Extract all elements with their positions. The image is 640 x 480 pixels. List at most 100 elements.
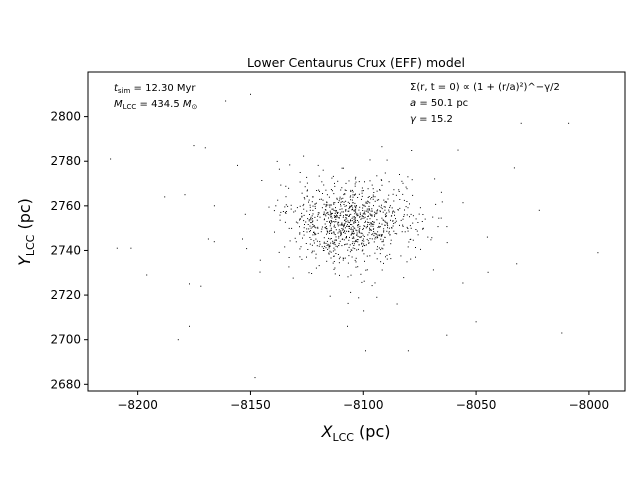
data-point bbox=[359, 206, 361, 208]
data-point bbox=[364, 222, 366, 223]
data-point bbox=[403, 199, 405, 201]
data-point bbox=[407, 350, 409, 352]
data-point bbox=[313, 240, 315, 242]
data-point bbox=[340, 201, 342, 203]
data-point bbox=[318, 189, 320, 191]
plot-frame bbox=[87, 71, 626, 392]
data-point bbox=[344, 223, 346, 224]
data-point bbox=[335, 229, 337, 231]
data-point bbox=[381, 208, 383, 210]
data-point bbox=[377, 227, 379, 228]
data-point bbox=[334, 221, 336, 223]
data-point bbox=[369, 229, 371, 231]
data-point bbox=[323, 242, 325, 244]
data-point bbox=[200, 285, 202, 287]
data-point bbox=[306, 210, 308, 212]
data-point bbox=[164, 196, 166, 198]
y-tick-label: 2760 bbox=[50, 199, 81, 213]
data-point bbox=[213, 241, 215, 243]
data-point bbox=[354, 210, 356, 212]
data-point bbox=[372, 194, 374, 196]
data-point bbox=[346, 236, 347, 237]
data-point bbox=[323, 203, 325, 205]
data-point bbox=[372, 233, 374, 235]
data-point bbox=[354, 241, 356, 243]
data-point bbox=[354, 202, 356, 204]
data-point bbox=[347, 220, 349, 222]
data-point bbox=[338, 217, 340, 219]
data-point bbox=[372, 225, 374, 227]
data-point bbox=[330, 229, 332, 231]
data-point bbox=[362, 210, 364, 211]
data-point bbox=[365, 269, 367, 271]
x-tick-label: −8000 bbox=[569, 398, 610, 412]
data-point bbox=[318, 175, 320, 177]
data-point bbox=[333, 268, 335, 270]
data-point bbox=[328, 252, 330, 254]
data-point bbox=[325, 212, 327, 214]
data-point bbox=[371, 197, 373, 198]
data-point bbox=[362, 229, 364, 230]
data-point bbox=[332, 221, 334, 222]
data-point bbox=[409, 203, 410, 205]
data-point bbox=[368, 208, 370, 210]
data-point bbox=[294, 210, 296, 212]
data-point bbox=[323, 214, 324, 216]
data-point bbox=[369, 255, 371, 257]
data-point bbox=[399, 199, 401, 200]
data-point bbox=[324, 223, 326, 225]
data-point bbox=[369, 223, 371, 225]
data-point bbox=[333, 241, 335, 243]
data-point bbox=[329, 204, 331, 206]
data-point bbox=[335, 216, 337, 218]
data-point bbox=[309, 204, 311, 206]
data-point bbox=[332, 175, 334, 177]
data-point bbox=[360, 236, 362, 238]
data-point bbox=[361, 243, 362, 245]
data-point bbox=[299, 205, 301, 207]
data-point bbox=[189, 283, 190, 285]
data-point bbox=[295, 221, 297, 223]
data-point bbox=[332, 262, 334, 264]
data-point bbox=[336, 215, 338, 217]
data-point bbox=[326, 201, 328, 203]
data-point bbox=[358, 229, 360, 231]
data-point bbox=[339, 240, 341, 242]
data-point bbox=[351, 204, 353, 206]
data-point bbox=[335, 236, 337, 238]
data-point bbox=[306, 195, 308, 197]
data-point bbox=[330, 212, 331, 214]
data-point bbox=[392, 211, 394, 213]
data-point bbox=[384, 221, 386, 223]
data-point bbox=[349, 236, 350, 238]
data-point bbox=[323, 247, 325, 249]
data-point bbox=[329, 210, 331, 212]
data-point bbox=[376, 190, 378, 192]
data-point bbox=[358, 231, 360, 233]
data-point bbox=[275, 205, 277, 207]
data-point bbox=[315, 233, 317, 235]
data-point bbox=[355, 229, 357, 231]
data-point bbox=[393, 189, 395, 191]
data-point bbox=[348, 227, 350, 229]
data-point bbox=[354, 213, 356, 215]
data-point bbox=[334, 249, 336, 251]
data-point bbox=[350, 291, 352, 293]
data-point bbox=[313, 225, 315, 227]
data-point bbox=[384, 209, 386, 211]
data-point bbox=[335, 221, 337, 223]
data-point bbox=[412, 222, 414, 224]
data-point bbox=[299, 256, 301, 258]
data-point bbox=[314, 203, 316, 205]
data-point bbox=[290, 204, 292, 206]
data-point bbox=[487, 271, 489, 273]
data-point bbox=[408, 241, 410, 243]
y-axis-ticks: 2680 2700 2720 2740 2760 2780 2800 bbox=[50, 110, 88, 391]
data-point bbox=[317, 227, 319, 229]
data-point bbox=[427, 236, 429, 238]
data-point bbox=[279, 219, 281, 221]
data-point bbox=[313, 225, 314, 227]
data-point bbox=[392, 193, 394, 195]
data-point bbox=[353, 232, 355, 234]
data-point bbox=[333, 193, 335, 195]
